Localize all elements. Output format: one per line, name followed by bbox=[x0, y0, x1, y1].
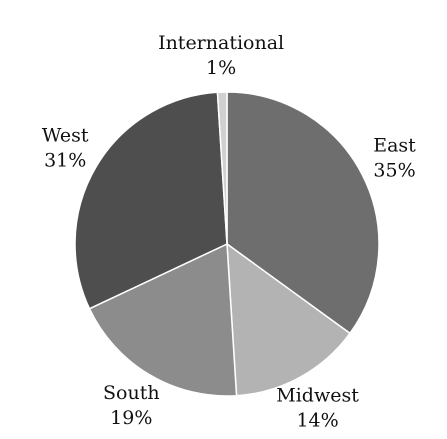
slice-label: West bbox=[42, 124, 89, 146]
slice-label: International bbox=[158, 32, 284, 54]
pie-slice bbox=[216, 91, 228, 245]
slice-value-label: 31% bbox=[44, 149, 86, 171]
pie-slice bbox=[226, 91, 380, 335]
slice-value-label: 19% bbox=[110, 407, 152, 429]
pie-slice bbox=[88, 242, 238, 397]
pie-slice bbox=[74, 91, 228, 310]
slice-label: South bbox=[103, 382, 160, 404]
slice-label: Midwest bbox=[276, 385, 359, 407]
pie-slice bbox=[226, 242, 352, 397]
slice-value-label: 35% bbox=[373, 160, 415, 182]
slice-value-label: 14% bbox=[296, 410, 338, 432]
slice-value-label: 1% bbox=[206, 57, 236, 79]
slice-label: East bbox=[373, 135, 416, 157]
